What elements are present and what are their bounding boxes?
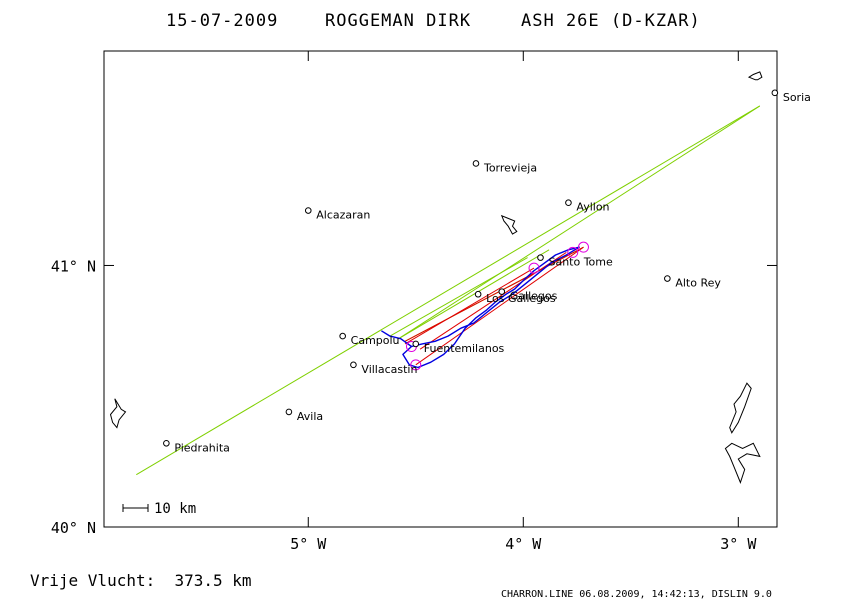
header-date: 15-07-2009 [166,11,278,31]
lakes-layer [109,71,763,484]
lake-outline-4 [724,442,761,484]
task-line-0 [136,105,761,476]
town-avila: Avila [285,408,323,423]
town-piedrahita: Piedrahita [163,440,230,454]
town-alto-rey: Alto Rey [664,275,721,290]
task-line-4 [389,257,528,337]
flight-leg-2 [404,267,535,345]
flight-leg-3 [419,251,567,350]
town-marker [472,160,480,167]
turnpoint-marker-2 [410,359,422,371]
town-label: Alto Rey [675,277,721,290]
town-alcazaran: Alcazaran [304,207,370,222]
free-flight-distance: Vrije Vlucht: 373.5 km [30,571,252,590]
town-label: Gallegos [510,290,558,303]
y-tick-label: 41° N [51,257,96,275]
lake-outline-2 [109,398,127,429]
turnpoints-layer [405,241,589,371]
town-label: Campolu [351,334,400,347]
town-label: Soria [783,91,811,104]
town-torrevieja: Torrevieja [472,160,537,174]
town-label: Torrevieja [483,161,537,174]
town-los-gallegos: Los Gallegos [474,290,556,305]
lake-outline-0 [747,71,763,81]
town-label: Ayllon [576,201,609,214]
x-tick-label: 3° W [720,535,757,553]
flight-leg-1 [415,246,584,366]
town-label: Santo Tome [548,256,613,269]
town-label: Piedrahita [174,441,230,454]
task-lines-layer [136,105,761,476]
flight-leg-0 [404,246,584,342]
x-tick-label: 5° W [290,535,327,553]
town-marker [304,207,312,214]
header-glider: ASH 26E (D-KZAR) [521,11,701,31]
town-label: Avila [297,410,323,423]
town-label: Fuentemilanos [424,342,505,355]
town-campolu: Campolu [339,332,400,347]
town-label: Los Gallegos [486,292,556,305]
town-soria: Soria [771,89,811,104]
town-label: Villacastin [361,363,417,376]
town-label: Alcazaran [316,209,370,222]
scale-bar: 10 km [122,501,196,517]
turnpoint-marker-1 [567,246,579,258]
town-marker [474,290,482,298]
towns-layer: Soria Torrevieja Ayllon Alcazaran Santo Tome… [163,89,811,454]
flight-track [381,246,580,369]
y-tick-label: 40° N [51,519,96,537]
town-marker [537,254,544,261]
x-tick-label: 4° W [505,535,542,553]
town-marker [339,332,346,340]
axis-ticks-layer: 5° W 4° W 3° W 41° N 40° N [51,51,777,553]
scale-bar-label: 10 km [154,501,196,517]
turnpoint-marker-3 [528,262,540,274]
town-fuentemilanos: Fuentemilanos [412,340,505,355]
town-marker [350,361,357,369]
lake-outline-1 [500,214,518,235]
town-marker [771,89,779,97]
header-pilot: ROGGEMAN DIRK [325,11,471,31]
turnpoint-marker-0 [577,241,589,253]
town-marker [163,440,170,447]
task-line-2 [398,249,550,340]
town-santo-tome: Santo Tome [537,254,613,269]
town-ayllon: Ayllon [565,199,610,214]
town-villacastin: Villacastin [350,361,417,376]
software-credit: CHARRON.LINE 06.08.2009, 14:42:13, DISLI… [501,589,772,600]
town-marker [565,199,572,206]
town-marker [498,288,506,295]
map-frame [103,50,778,528]
town-marker [285,408,293,416]
task-line-1 [398,105,761,340]
town-marker [412,340,420,348]
lake-outline-3 [729,382,752,434]
town-marker [664,275,671,282]
flight-track-layer [381,246,580,369]
town-gallegos: Gallegos [498,288,558,303]
flight-legs-layer [404,246,584,366]
